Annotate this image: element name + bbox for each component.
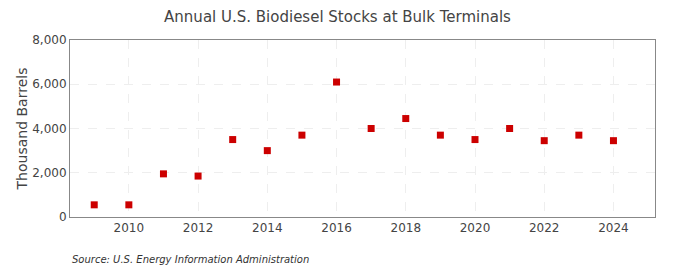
svg-text:Thousand Barrels: Thousand Barrels	[14, 68, 30, 191]
svg-text:2016: 2016	[321, 221, 352, 235]
svg-text:2,000: 2,000	[32, 166, 66, 180]
svg-text:6,000: 6,000	[32, 77, 66, 91]
svg-text:2018: 2018	[390, 221, 421, 235]
svg-text:2020: 2020	[460, 221, 491, 235]
svg-text:2012: 2012	[183, 221, 214, 235]
svg-text:2010: 2010	[114, 221, 145, 235]
svg-text:Annual U.S. Biodiesel Stocks a: Annual U.S. Biodiesel Stocks at Bulk Ter…	[164, 8, 511, 26]
svg-text:2024: 2024	[598, 221, 629, 235]
svg-text:2014: 2014	[252, 221, 283, 235]
svg-text:4,000: 4,000	[32, 122, 66, 136]
svg-text:0: 0	[59, 210, 67, 224]
svg-text:8,000: 8,000	[32, 33, 66, 47]
svg-text:Source: U.S. Energy Informatio: Source: U.S. Energy Information Administ…	[72, 254, 309, 265]
svg-text:2022: 2022	[529, 221, 560, 235]
